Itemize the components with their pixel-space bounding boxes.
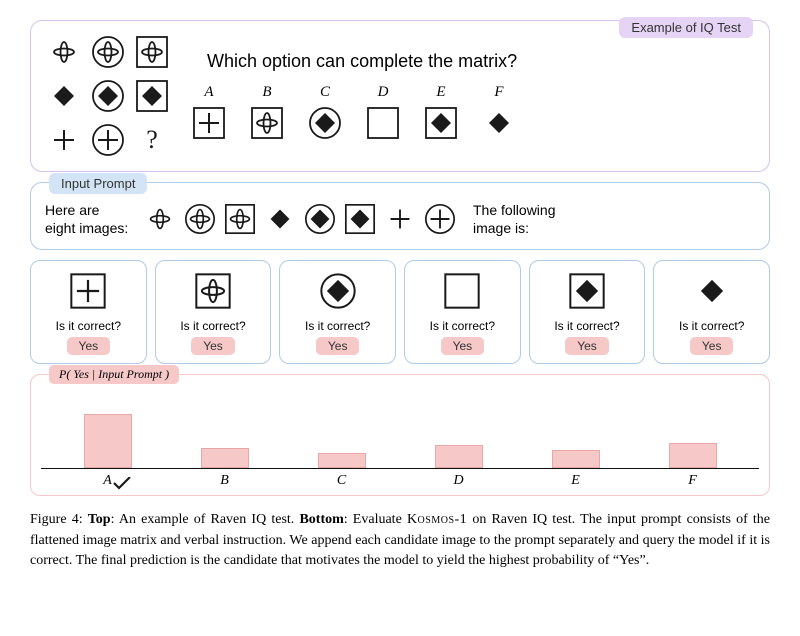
sequence-icon-plus-circle — [423, 202, 457, 236]
matrix-cell-plus-circle — [89, 121, 127, 159]
iq-test-tag: Example of IQ Test — [619, 17, 753, 38]
candidate-question: Is it correct? — [430, 319, 495, 333]
matrix-cell-qmark — [133, 121, 171, 159]
bar-label-D: D — [435, 473, 483, 489]
matrix-cell-flower — [45, 33, 83, 71]
bar-label-B: B — [201, 473, 249, 489]
caption-top-text: : An example of Raven IQ test. — [111, 512, 300, 527]
candidate-answer-tag: Yes — [690, 337, 734, 355]
candidate-box-4: Is it correct? Yes — [529, 260, 646, 364]
matrix-cell-flower-circle — [89, 33, 127, 71]
sequence-icon-diamond-circle — [303, 202, 337, 236]
candidate-question: Is it correct? — [180, 319, 245, 333]
option-F: F — [481, 84, 517, 141]
option-B: B — [249, 84, 285, 141]
caption-top-label: Top — [88, 512, 111, 527]
sequence-icon-flower-circle — [183, 202, 217, 236]
option-D: D — [365, 84, 401, 141]
option-icon — [365, 105, 401, 141]
matrix-cell-diamond — [45, 77, 83, 115]
candidate-box-0: Is it correct? Yes — [30, 260, 147, 364]
option-label: A — [204, 84, 213, 101]
candidate-answer-tag: Yes — [565, 337, 609, 355]
matrix-cell-diamond-circle — [89, 77, 127, 115]
matrix-cell-flower-square — [133, 33, 171, 71]
option-label: E — [436, 84, 445, 101]
bar-label-A: A — [84, 473, 132, 489]
caption-model-name: Kosmos-1 — [407, 512, 467, 527]
sequence-icon-plus — [383, 202, 417, 236]
candidate-icon — [191, 269, 235, 313]
candidate-question: Is it correct? — [679, 319, 744, 333]
figure-caption: Figure 4: Top: An example of Raven IQ te… — [30, 510, 770, 571]
bar-A — [84, 414, 132, 469]
probability-chart-tag: P( Yes | Input Prompt ) — [49, 365, 179, 384]
candidate-box-2: Is it correct? Yes — [279, 260, 396, 364]
candidate-icon — [565, 269, 609, 313]
bar-D — [435, 445, 483, 468]
candidate-box-3: Is it correct? Yes — [404, 260, 521, 364]
candidate-icon — [316, 269, 360, 313]
option-C: C — [307, 84, 343, 141]
matrix-cell-diamond-square — [133, 77, 171, 115]
sequence-icon-flower — [143, 202, 177, 236]
bar-label-F: F — [669, 473, 717, 489]
candidate-icon — [440, 269, 484, 313]
option-label: B — [262, 84, 271, 101]
iq-options-row: A B C D E F — [191, 84, 755, 141]
caption-bottom-label: Bottom — [299, 512, 343, 527]
sequence-icon-diamond — [263, 202, 297, 236]
prompt-sequence-row: Here areeight images: The followingimage… — [45, 201, 755, 237]
candidate-icon — [690, 269, 734, 313]
iq-test-panel: Example of IQ Test Which option can comp… — [30, 20, 770, 172]
input-prompt-tag: Input Prompt — [49, 173, 147, 194]
input-prompt-panel: Input Prompt Here areeight images: The f… — [30, 182, 770, 250]
candidate-grid: Is it correct? Yes Is it correct? Yes Is… — [30, 260, 770, 364]
sequence-icon-flower-square — [223, 202, 257, 236]
candidate-question: Is it correct? — [305, 319, 370, 333]
candidate-answer-tag: Yes — [441, 337, 485, 355]
bar-labels-row: A B C D E F — [41, 473, 759, 489]
option-A: A — [191, 84, 227, 141]
candidate-icon — [66, 269, 110, 313]
option-label: C — [320, 84, 330, 101]
option-E: E — [423, 84, 459, 141]
option-label: F — [494, 84, 503, 101]
option-icon — [481, 105, 517, 141]
candidate-answer-tag: Yes — [67, 337, 111, 355]
candidate-answer-tag: Yes — [191, 337, 235, 355]
bar-chart-area — [41, 389, 759, 469]
bar-C — [318, 453, 366, 469]
candidate-box-5: Is it correct? Yes — [653, 260, 770, 364]
option-icon — [307, 105, 343, 141]
option-label: D — [378, 84, 389, 101]
option-icon — [191, 105, 227, 141]
candidate-question: Is it correct? — [554, 319, 619, 333]
caption-fignum: Figure 4: — [30, 512, 83, 527]
sequence-icon-diamond-square — [343, 202, 377, 236]
option-icon — [423, 105, 459, 141]
candidate-question: Is it correct? — [56, 319, 121, 333]
bar-F — [669, 443, 717, 468]
caption-bottom-text: : Evaluate — [344, 512, 407, 527]
iq-matrix — [45, 33, 171, 159]
checkmark-icon — [112, 477, 132, 491]
option-icon — [249, 105, 285, 141]
iq-question-text: Which option can complete the matrix? — [207, 51, 755, 72]
bar-label-C: C — [318, 473, 366, 489]
candidate-box-1: Is it correct? Yes — [155, 260, 272, 364]
bar-label-E: E — [552, 473, 600, 489]
matrix-cell-plus — [45, 121, 83, 159]
prompt-prefix-text: Here areeight images: — [45, 201, 135, 237]
probability-chart-panel: P( Yes | Input Prompt ) ABCDEF — [30, 374, 770, 496]
prompt-suffix-text: The followingimage is: — [473, 201, 755, 237]
bar-E — [552, 450, 600, 469]
candidate-answer-tag: Yes — [316, 337, 360, 355]
bar-B — [201, 448, 249, 468]
